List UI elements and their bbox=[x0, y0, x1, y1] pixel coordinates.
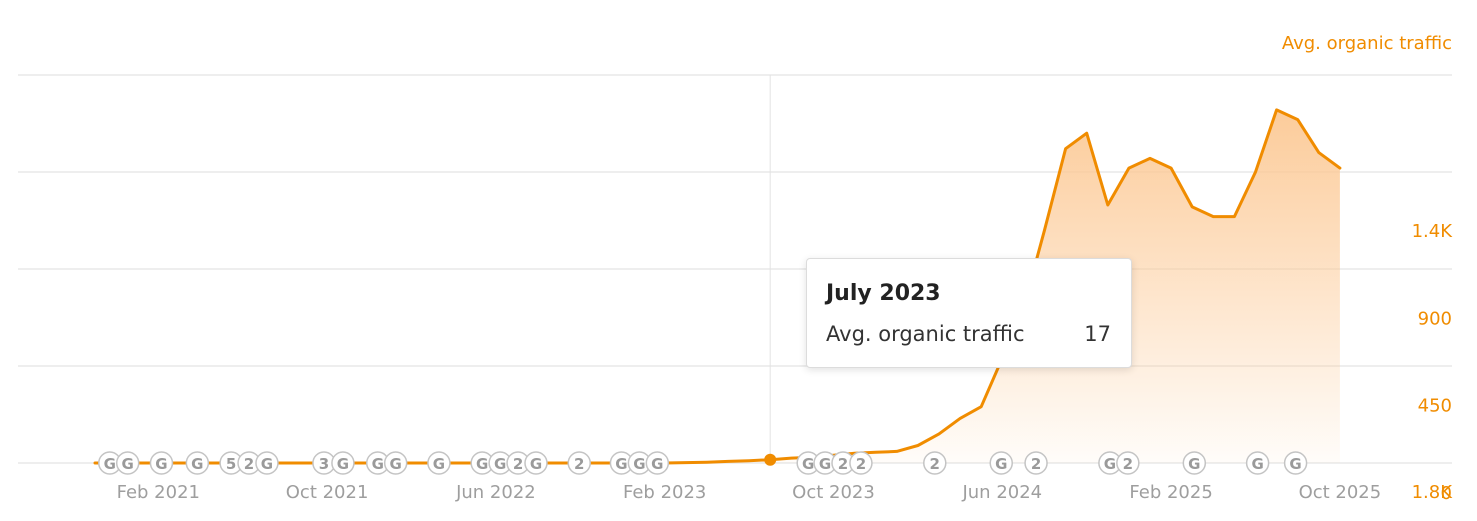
x-tick-label: Jun 2022 bbox=[455, 482, 536, 503]
svg-text:2: 2 bbox=[244, 455, 254, 473]
svg-text:G: G bbox=[615, 455, 627, 473]
svg-text:G: G bbox=[633, 455, 645, 473]
svg-text:G: G bbox=[1251, 455, 1263, 473]
svg-text:G: G bbox=[337, 455, 349, 473]
event-count-marker[interactable]: 2 bbox=[237, 451, 261, 475]
svg-text:G: G bbox=[1104, 455, 1116, 473]
google-update-marker[interactable]: G bbox=[470, 451, 494, 475]
svg-text:G: G bbox=[433, 455, 445, 473]
svg-text:G: G bbox=[651, 455, 663, 473]
svg-text:G: G bbox=[390, 455, 402, 473]
google-update-marker[interactable]: G bbox=[115, 451, 140, 475]
svg-text:G: G bbox=[122, 455, 134, 473]
x-tick-label: Oct 2023 bbox=[792, 482, 875, 503]
event-count-marker[interactable]: 2 bbox=[567, 451, 591, 475]
traffic-area-fill bbox=[95, 109, 1340, 464]
traffic-line[interactable] bbox=[93, 108, 1342, 465]
svg-text:G: G bbox=[191, 455, 203, 473]
google-update-marker[interactable]: G bbox=[1182, 451, 1207, 475]
svg-text:2: 2 bbox=[574, 455, 584, 473]
google-update-marker[interactable]: G bbox=[255, 451, 279, 475]
event-count-marker[interactable]: 2 bbox=[923, 451, 947, 475]
y-tick-label: 0 bbox=[1441, 483, 1452, 504]
svg-text:2: 2 bbox=[856, 455, 866, 473]
google-update-marker[interactable]: G bbox=[1283, 451, 1308, 475]
svg-text:G: G bbox=[819, 455, 831, 473]
svg-text:2: 2 bbox=[930, 455, 940, 473]
google-update-marker[interactable]: G bbox=[645, 451, 670, 475]
event-count-marker[interactable]: 2 bbox=[1116, 451, 1140, 475]
svg-text:G: G bbox=[494, 455, 506, 473]
google-update-marker[interactable]: G bbox=[427, 451, 451, 475]
google-update-marker[interactable]: G bbox=[1245, 451, 1270, 475]
y-tick-label: 450 bbox=[1418, 396, 1452, 417]
google-update-marker[interactable]: G bbox=[365, 451, 390, 475]
svg-text:G: G bbox=[476, 455, 488, 473]
x-tick-label: Jun 2024 bbox=[961, 482, 1042, 503]
google-update-marker[interactable]: G bbox=[383, 451, 408, 475]
google-update-marker[interactable]: G bbox=[989, 451, 1013, 475]
svg-text:G: G bbox=[802, 455, 814, 473]
event-count-marker[interactable]: 2 bbox=[1024, 451, 1048, 475]
x-tick-label: Feb 2023 bbox=[623, 482, 706, 503]
svg-text:2: 2 bbox=[838, 455, 848, 473]
google-update-marker[interactable]: G bbox=[813, 451, 837, 475]
x-tick-label: Oct 2025 bbox=[1299, 482, 1382, 503]
y-axis-ticks: 0 450 900 1.4K 1.8K bbox=[1412, 221, 1454, 504]
x-axis-ticks: Feb 2021 Oct 2021 Jun 2022 Feb 2023 Oct 2023… bbox=[117, 482, 1382, 503]
svg-text:G: G bbox=[1188, 455, 1200, 473]
google-update-marker[interactable]: G bbox=[524, 451, 548, 475]
svg-text:G: G bbox=[155, 455, 167, 473]
x-tick-label: Oct 2021 bbox=[286, 482, 369, 503]
svg-text:G: G bbox=[530, 455, 542, 473]
svg-text:G: G bbox=[372, 455, 384, 473]
x-tick-label: Feb 2025 bbox=[1129, 482, 1212, 503]
svg-text:G: G bbox=[104, 455, 116, 473]
google-update-marker[interactable]: G bbox=[488, 451, 512, 475]
event-count-marker[interactable]: 2 bbox=[849, 451, 873, 475]
event-count-marker[interactable]: 2 bbox=[831, 451, 855, 475]
google-update-marker[interactable]: G bbox=[98, 451, 122, 475]
y-tick-label: 1.8K bbox=[1412, 482, 1454, 503]
svg-text:G: G bbox=[995, 455, 1007, 473]
tooltip-value: 17 bbox=[1084, 322, 1111, 346]
tooltip-label: Avg. organic traffic bbox=[826, 322, 1025, 346]
google-update-marker[interactable]: G bbox=[331, 451, 355, 475]
svg-text:2: 2 bbox=[1031, 455, 1041, 473]
x-tick-label: Feb 2021 bbox=[117, 482, 200, 503]
svg-text:3: 3 bbox=[319, 455, 329, 473]
svg-text:G: G bbox=[1289, 455, 1301, 473]
chart-tooltip: July 2023 Avg. organic traffic 17 bbox=[806, 258, 1132, 368]
svg-text:2: 2 bbox=[1123, 455, 1133, 473]
y-tick-label: 900 bbox=[1418, 308, 1452, 329]
google-update-marker[interactable]: G bbox=[149, 451, 174, 475]
y-tick-label: 1.4K bbox=[1412, 221, 1454, 242]
hovered-point[interactable] bbox=[764, 453, 777, 466]
y-axis-title: Avg. organic traffic bbox=[1281, 33, 1452, 54]
svg-text:G: G bbox=[261, 455, 273, 473]
google-update-marker[interactable]: G bbox=[185, 451, 210, 475]
svg-text:2: 2 bbox=[513, 455, 523, 473]
svg-text:5: 5 bbox=[226, 455, 236, 473]
tooltip-title: July 2023 bbox=[826, 281, 941, 306]
